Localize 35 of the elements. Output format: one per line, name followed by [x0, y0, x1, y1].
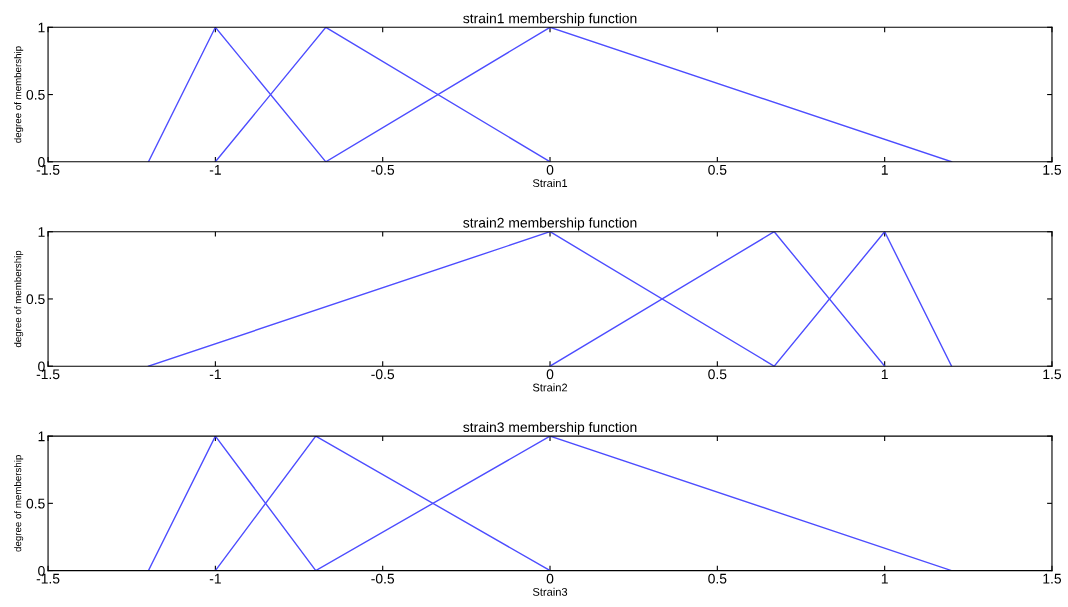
x-tick-label: -1: [209, 165, 221, 175]
x-tick-label: 1.5: [1043, 165, 1062, 175]
x-tick-label: -0.5: [371, 573, 395, 584]
y-tick-label: 0.5: [26, 89, 45, 100]
x-axis-title: Strain2: [532, 383, 568, 392]
x-tick-label: 0: [546, 369, 554, 380]
x-tick-label: -1: [209, 573, 221, 584]
x-tick-label: -0.5: [371, 369, 395, 380]
x-tick-label: 1: [881, 573, 888, 584]
x-tick-label: 1: [881, 369, 888, 380]
x-tick-label: 0: [546, 164, 554, 175]
y-tick-label: 0.5: [26, 498, 45, 509]
x-tick-label: -1: [209, 369, 221, 380]
x-tick-label: 1.5: [1043, 369, 1062, 380]
y-axis-title: degree of membership: [14, 250, 24, 348]
x-tick-label: 1: [881, 165, 888, 175]
y-axis-title: degree of membership: [14, 455, 24, 552]
x-tick-label: 1.5: [1043, 573, 1062, 584]
y-tick-label: 0.5: [26, 294, 45, 305]
chart-title: strain3 membership function: [463, 421, 637, 435]
x-tick-label: 0.5: [708, 164, 727, 175]
chart-title: strain2 membership function: [463, 217, 637, 231]
x-tick-label: 0.5: [708, 573, 727, 584]
x-tick-label: 0.5: [708, 369, 727, 380]
y-tick-label: 1: [38, 22, 45, 33]
x-axis-title: Strain1: [532, 178, 568, 188]
y-axis-title: degree of membership: [14, 46, 24, 143]
x-tick-label: -0.5: [371, 164, 395, 175]
x-tick-label: 0: [546, 573, 554, 584]
y-tick-label: 1: [38, 431, 45, 442]
chart-title: strain1 membership function: [463, 13, 637, 27]
y-tick-label: 1: [38, 227, 45, 237]
y-tick-label: 0: [38, 157, 45, 167]
x-tick-label: -1.5: [36, 165, 60, 175]
x-axis-title: Strain3: [532, 587, 568, 596]
